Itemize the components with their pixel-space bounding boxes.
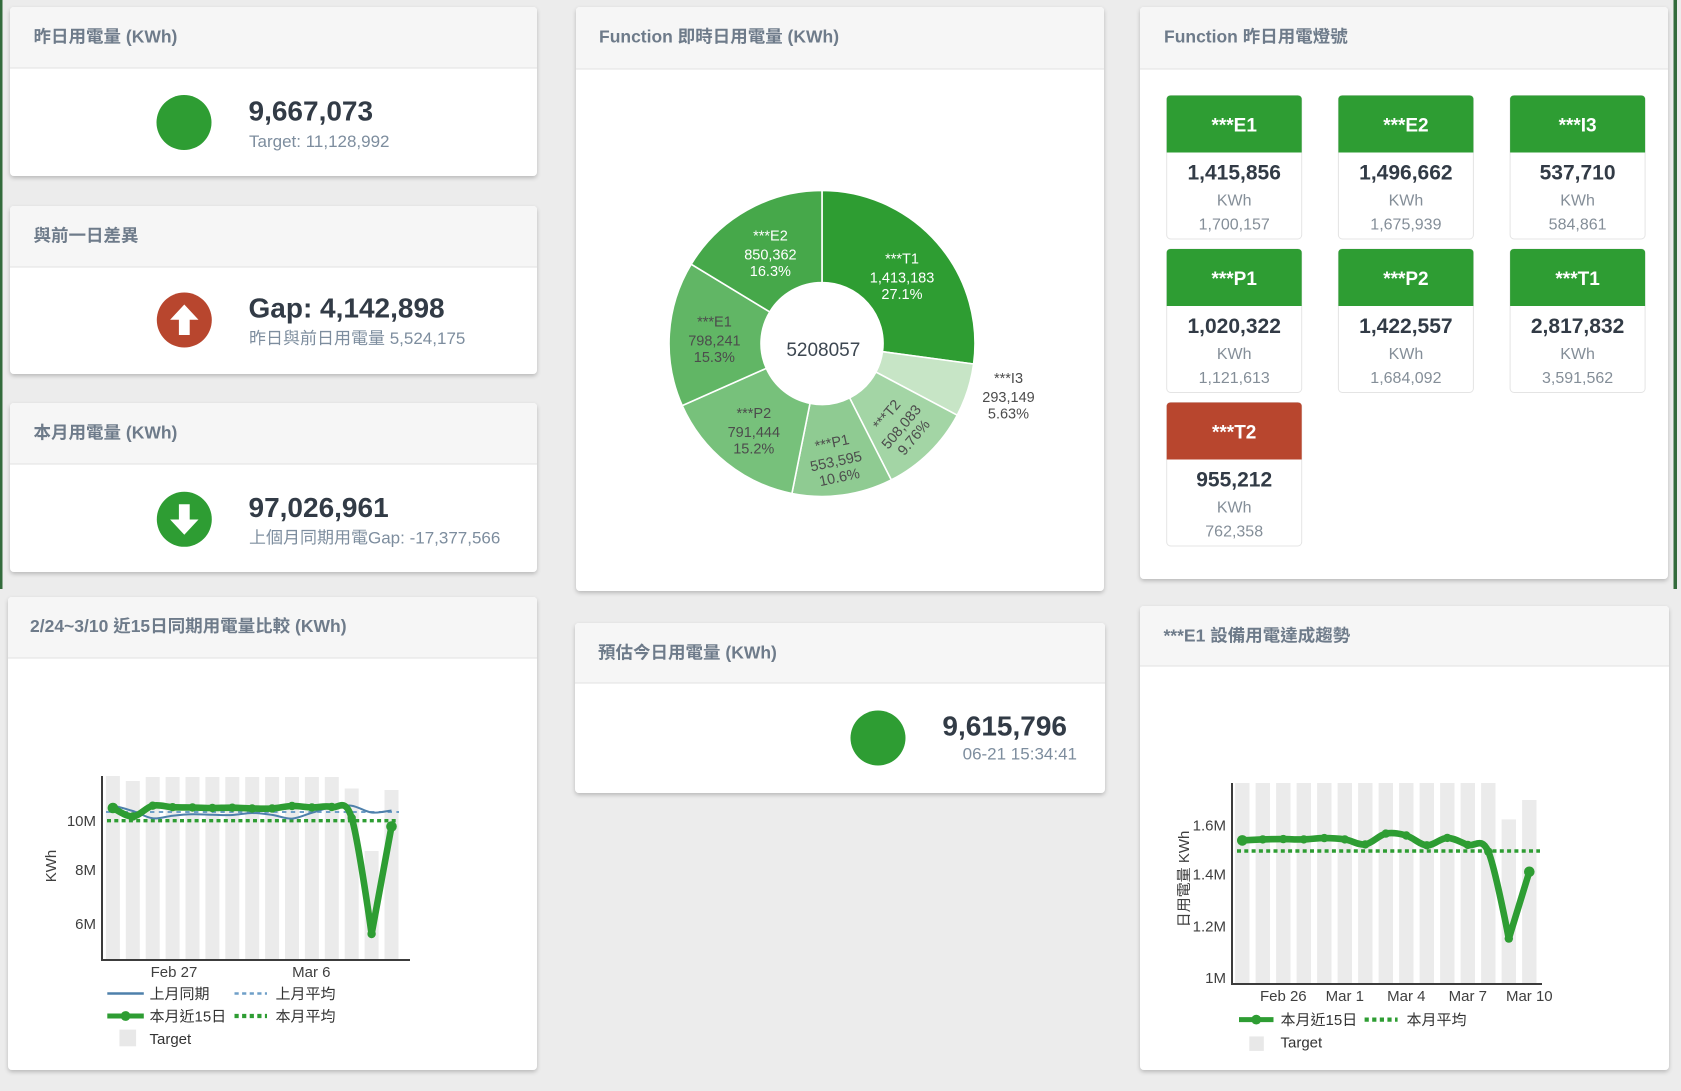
svg-text:***P1: ***P1 [814, 432, 851, 455]
svg-text:97,026,961: 97,026,961 [249, 492, 389, 523]
svg-text:KWh: KWh [1389, 346, 1424, 363]
svg-text:(KWh): (KWh) [121, 27, 177, 47]
svg-text:***E1: ***E1 [1164, 626, 1211, 646]
svg-text:1,415,856: 1,415,856 [1187, 162, 1280, 185]
svg-text:1,413,183: 1,413,183 [870, 271, 935, 287]
svg-text:2/24~3/10: 2/24~3/10 [30, 616, 113, 636]
svg-text:***T1: ***T1 [885, 252, 919, 268]
svg-text:Mar 6: Mar 6 [292, 964, 330, 981]
svg-text:5208057: 5208057 [786, 340, 860, 361]
svg-text:537,710: 537,710 [1540, 162, 1616, 185]
svg-text:9,667,073: 9,667,073 [249, 96, 374, 127]
svg-text:1,121,613: 1,121,613 [1199, 370, 1270, 387]
svg-text:Feb 26: Feb 26 [1260, 988, 1307, 1005]
svg-text:KWh: KWh [1217, 500, 1252, 517]
svg-text:16.3%: 16.3% [750, 264, 791, 280]
svg-text:15.3%: 15.3% [694, 350, 735, 366]
svg-text:798,241: 798,241 [688, 334, 740, 350]
svg-text:Feb 27: Feb 27 [151, 964, 198, 981]
svg-text:15: 15 [195, 1009, 212, 1026]
svg-text:1,422,557: 1,422,557 [1359, 315, 1452, 338]
svg-text:***T2: ***T2 [1212, 423, 1256, 444]
svg-text:791,444: 791,444 [728, 425, 780, 441]
svg-text:Mar 1: Mar 1 [1326, 988, 1364, 1005]
svg-text:293,149: 293,149 [982, 390, 1034, 406]
svg-text:Gap: 4,142,898: Gap: 4,142,898 [249, 293, 445, 324]
svg-text:***P1: ***P1 [1211, 269, 1257, 290]
svg-text:15: 15 [1326, 1012, 1343, 1029]
svg-text:9,615,796: 9,615,796 [942, 711, 1067, 742]
svg-text:1,496,662: 1,496,662 [1359, 162, 1452, 185]
svg-text:1.4M: 1.4M [1193, 867, 1226, 884]
svg-text:762,358: 762,358 [1205, 524, 1263, 541]
svg-text:(KWh): (KWh) [783, 27, 839, 47]
svg-text:***E1: ***E1 [697, 315, 732, 331]
svg-text:1M: 1M [1205, 970, 1226, 987]
svg-text:1,700,157: 1,700,157 [1199, 217, 1270, 234]
svg-text:584,861: 584,861 [1549, 217, 1607, 234]
svg-text:3,591,562: 3,591,562 [1542, 370, 1613, 387]
svg-text:***P2: ***P2 [1383, 269, 1428, 290]
svg-text:Function: Function [1164, 27, 1243, 47]
svg-text:Target: Target [1281, 1035, 1324, 1052]
svg-text:(KWh): (KWh) [721, 643, 777, 663]
svg-text:Target: Target [150, 1031, 193, 1048]
svg-text:2,817,832: 2,817,832 [1531, 315, 1624, 338]
svg-text:1,684,092: 1,684,092 [1370, 370, 1441, 387]
svg-text:KWh: KWh [1560, 193, 1595, 210]
svg-text:***P2: ***P2 [737, 406, 772, 422]
svg-text:KWh: KWh [1217, 193, 1252, 210]
svg-text:Mar 7: Mar 7 [1449, 988, 1487, 1005]
svg-text:06-21 15:34:41: 06-21 15:34:41 [963, 745, 1077, 764]
svg-text:15: 15 [131, 616, 151, 636]
svg-text:15.2%: 15.2% [733, 441, 774, 457]
svg-text:***E2: ***E2 [1383, 116, 1428, 137]
svg-text:***E1: ***E1 [1211, 116, 1257, 137]
svg-text:Mar 10: Mar 10 [1506, 988, 1553, 1005]
svg-text:***T1: ***T1 [1555, 269, 1600, 290]
svg-text:10M: 10M [67, 813, 96, 830]
svg-text:5,524,175: 5,524,175 [385, 329, 465, 348]
svg-text:1,020,322: 1,020,322 [1187, 315, 1280, 338]
svg-text:KWh: KWh [1217, 346, 1252, 363]
svg-text:KWh: KWh [1176, 831, 1193, 868]
svg-text:Target: 11,128,992: Target: 11,128,992 [249, 132, 390, 151]
svg-text:850,362: 850,362 [744, 248, 796, 264]
svg-text:KWh: KWh [1560, 346, 1595, 363]
svg-text:955,212: 955,212 [1196, 469, 1272, 492]
svg-text:1.2M: 1.2M [1193, 919, 1226, 936]
svg-text:Gap: -17,377,566: Gap: -17,377,566 [368, 528, 500, 547]
svg-text:1,675,939: 1,675,939 [1370, 217, 1441, 234]
svg-text:***I3: ***I3 [1559, 116, 1597, 137]
svg-text:5.63%: 5.63% [988, 406, 1029, 422]
svg-text:6M: 6M [75, 916, 96, 933]
svg-text:***E2: ***E2 [753, 229, 788, 245]
svg-text:***I3: ***I3 [994, 371, 1023, 387]
svg-text:8M: 8M [75, 862, 96, 879]
svg-text:Mar 4: Mar 4 [1387, 988, 1425, 1005]
svg-text:KWh: KWh [1389, 193, 1424, 210]
svg-text:(KWh): (KWh) [290, 616, 346, 636]
svg-text:KWh: KWh [43, 850, 60, 883]
svg-text:27.1%: 27.1% [881, 287, 922, 303]
svg-text:Function: Function [599, 27, 678, 47]
svg-text:1.6M: 1.6M [1193, 818, 1226, 835]
svg-text:(KWh): (KWh) [121, 423, 177, 443]
